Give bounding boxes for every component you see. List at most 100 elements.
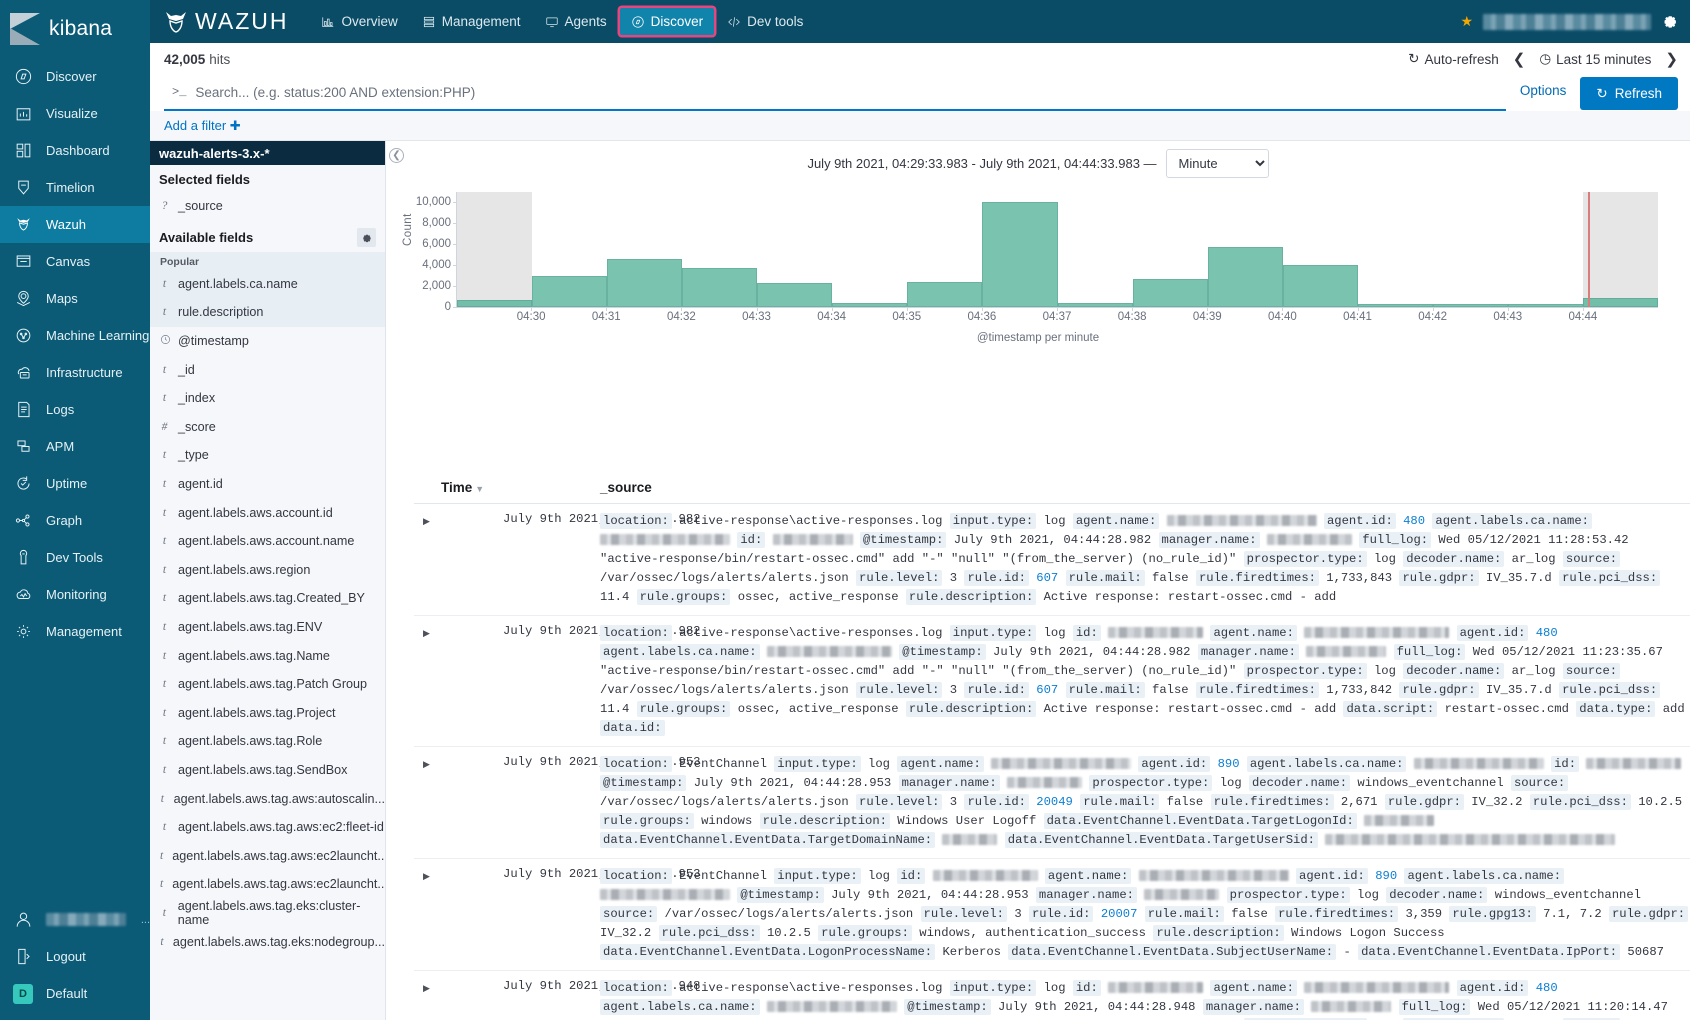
sidebar-item-graph[interactable]: Graph — [0, 502, 150, 539]
chart-bar[interactable] — [532, 276, 608, 307]
tab-overview[interactable]: Overview — [310, 8, 408, 35]
caret-right-icon[interactable]: ▶ — [423, 871, 430, 881]
sidebar-item-wazuh[interactable]: Wazuh — [0, 206, 150, 243]
sidebar-item-dashboard[interactable]: Dashboard — [0, 132, 150, 169]
refresh-button[interactable]: ↻ Refresh — [1580, 77, 1678, 110]
sidebar-item-user[interactable]: ... — [0, 901, 150, 938]
field-item[interactable]: @timestamp — [150, 327, 385, 356]
chart-bar[interactable] — [1357, 303, 1433, 307]
chevron-left-circle-icon[interactable]: ❮ — [389, 148, 404, 163]
chart-bar[interactable] — [1207, 246, 1283, 307]
chart-bar[interactable] — [1507, 304, 1583, 307]
tab-management[interactable]: Management — [411, 8, 532, 35]
tab-dev-tools[interactable]: Dev tools — [716, 8, 814, 35]
caret-right-icon[interactable]: ▶ — [423, 628, 430, 638]
column-header-time[interactable]: Time ▼ — [414, 473, 592, 504]
field-item[interactable]: t agent.labels.aws.tag.Project — [150, 699, 385, 728]
field-item[interactable]: t agent.labels.aws.tag.aws:ec2launcht... — [150, 870, 385, 899]
sidebar-item-space[interactable]: D Default — [0, 975, 150, 1012]
tab-discover[interactable]: Discover — [619, 8, 715, 35]
field-item[interactable]: t agent.labels.aws.region — [150, 556, 385, 585]
tab-agents[interactable]: Agents — [534, 8, 618, 35]
expand-cell[interactable]: ▶ — [414, 503, 503, 616]
chevron-left-icon[interactable]: ❮ — [1512, 51, 1526, 68]
field-item[interactable]: t agent.labels.aws.tag.Created_BY — [150, 584, 385, 613]
caret-right-icon[interactable]: ▶ — [423, 759, 430, 769]
field-item[interactable]: t agent.labels.ca.name — [150, 270, 385, 299]
field-item[interactable]: t agent.id — [150, 470, 385, 499]
field-item[interactable]: t agent.labels.aws.account.name — [150, 527, 385, 556]
field-item[interactable]: t agent.labels.aws.tag.aws:autoscalin... — [150, 784, 385, 813]
kibana-logo[interactable]: kibana — [0, 0, 150, 58]
sidebar-item-uptime[interactable]: Uptime — [0, 465, 150, 502]
wazuh-logo[interactable]: WAZUH — [164, 8, 288, 35]
time-range-button[interactable]: ◷ Last 15 minutes — [1539, 51, 1651, 67]
chart-bar[interactable] — [607, 258, 683, 307]
chart-bar[interactable] — [1132, 278, 1208, 307]
sidebar-item-machine-learning[interactable]: Machine Learning — [0, 317, 150, 354]
chart-bar[interactable] — [1057, 303, 1133, 307]
field-item[interactable]: t agent.labels.aws.account.id — [150, 498, 385, 527]
gear-icon[interactable] — [357, 227, 376, 247]
sidebar-item-monitoring[interactable]: Monitoring — [0, 576, 150, 613]
sidebar-item-apm[interactable]: APM — [0, 428, 150, 465]
apm-icon — [13, 437, 33, 457]
field-item[interactable]: t agent.labels.aws.tag.eks:cluster-name — [150, 899, 385, 928]
field-item[interactable]: t agent.labels.aws.tag.aws:ec2:fleet-id — [150, 813, 385, 842]
field-item[interactable]: t agent.labels.aws.tag.Patch Group — [150, 670, 385, 699]
field-item[interactable]: t agent.labels.aws.tag.SendBox — [150, 756, 385, 785]
chart-bar[interactable] — [1432, 304, 1508, 307]
search-input[interactable] — [195, 84, 1500, 100]
caret-right-icon[interactable]: ▶ — [423, 516, 430, 526]
query-bar[interactable]: >_ — [164, 75, 1506, 111]
field-item[interactable]: t _type — [150, 441, 385, 470]
field-item[interactable]: t rule.description — [150, 298, 385, 327]
chevron-right-icon[interactable]: ❯ — [1665, 51, 1678, 68]
interval-select[interactable]: AutoMillisecondSecondMinuteHourlyDailyWe… — [1165, 149, 1269, 178]
sidebar-item-dev-tools[interactable]: Dev Tools — [0, 539, 150, 576]
field-item[interactable]: t agent.labels.aws.tag.ENV — [150, 613, 385, 642]
expand-cell[interactable]: ▶ — [414, 858, 503, 971]
field-item[interactable]: t agent.labels.aws.tag.Name — [150, 641, 385, 670]
caret-right-icon[interactable]: ▶ — [423, 983, 430, 993]
column-header-source[interactable]: _source — [592, 473, 1690, 504]
field-item[interactable]: ? _source — [150, 192, 385, 221]
options-button[interactable]: Options — [1519, 83, 1567, 98]
chart-bar[interactable] — [832, 302, 908, 307]
field-type-icon: t — [162, 392, 167, 405]
add-filter-button[interactable]: Add a filter ✚ — [164, 118, 241, 134]
sidebar-item-timelion[interactable]: Timelion — [0, 169, 150, 206]
field-item[interactable]: t agent.labels.aws.tag.aws:ec2launcht... — [150, 841, 385, 870]
auto-refresh-button[interactable]: ↻ Auto-refresh — [1408, 51, 1499, 67]
expand-cell[interactable]: ▶ — [414, 615, 503, 747]
source-field-key: decoder.name: — [1403, 551, 1505, 567]
wazuh-top-bar: WAZUH Overview Management Agents Discover De… — [150, 0, 1690, 43]
field-item[interactable]: t agent.labels.aws.tag.Role — [150, 727, 385, 756]
source-field-value: July 9th 2021, 04:44:28.953 — [693, 776, 892, 790]
sidebar-item-infrastructure[interactable]: Infrastructure — [0, 354, 150, 391]
sidebar-item-maps[interactable]: Maps — [0, 280, 150, 317]
sidebar-item-discover[interactable]: Discover — [0, 58, 150, 95]
chart-bar[interactable] — [982, 201, 1058, 307]
chart-bar[interactable] — [1582, 297, 1658, 307]
gear-icon[interactable] — [1661, 12, 1678, 32]
expand-cell[interactable]: ▶ — [414, 970, 503, 1020]
star-icon[interactable]: ★ — [1460, 13, 1473, 29]
sidebar-item-canvas[interactable]: Canvas — [0, 243, 150, 280]
field-item[interactable]: # _score — [150, 413, 385, 442]
chart-bar[interactable] — [682, 268, 758, 307]
chart-bar[interactable] — [907, 281, 983, 307]
index-pattern-selector[interactable]: wazuh-alerts-3.x-* — [150, 141, 385, 165]
sidebar-item-logs[interactable]: Logs — [0, 391, 150, 428]
sidebar-item-logout[interactable]: Logout — [0, 938, 150, 975]
field-item[interactable]: t _id — [150, 355, 385, 384]
chart-bar[interactable] — [757, 282, 833, 307]
field-item[interactable]: t _index — [150, 384, 385, 413]
chart-plot-area[interactable]: 0 2,000 4,000 6,000 8,000 10,000 — [416, 192, 1658, 313]
expand-cell[interactable]: ▶ — [414, 746, 503, 859]
chart-bar[interactable] — [457, 299, 533, 307]
chart-bar[interactable] — [1282, 264, 1358, 307]
field-item[interactable]: t agent.labels.aws.tag.eks:nodegroup... — [150, 927, 385, 956]
sidebar-item-visualize[interactable]: Visualize — [0, 95, 150, 132]
sidebar-item-management[interactable]: Management — [0, 613, 150, 650]
